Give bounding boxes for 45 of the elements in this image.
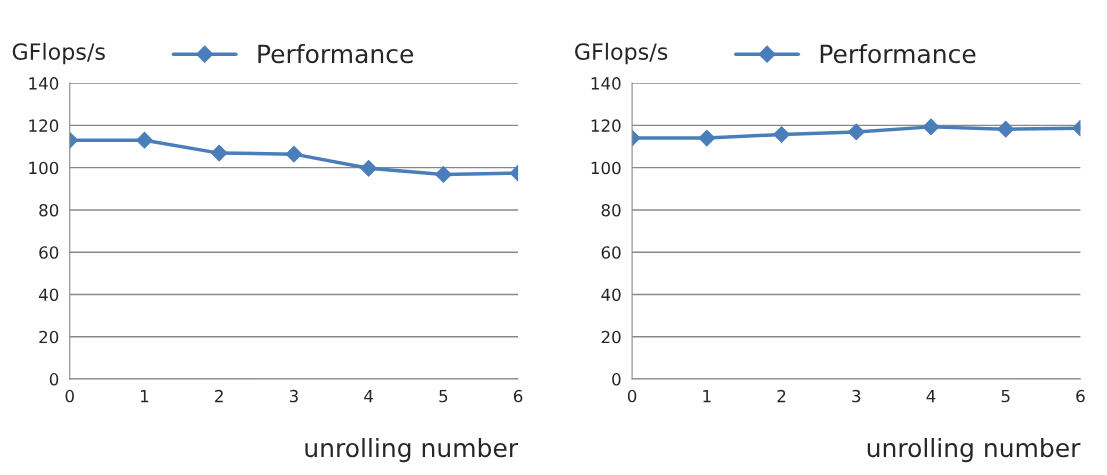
x-tick-label: 6 (513, 389, 523, 403)
x-tick-label: 5 (439, 389, 448, 403)
y-tick-label: 100 (29, 161, 59, 175)
point (136, 131, 153, 149)
y-tick-label: 80 (601, 203, 621, 217)
y-tick-label: 40 (38, 288, 59, 302)
x-tick-label: 2 (777, 389, 786, 403)
x-tick-label: 1 (703, 389, 711, 403)
x-axis-title: unrolling number (305, 437, 519, 463)
point (434, 166, 452, 183)
y-tick-label: 120 (29, 119, 59, 132)
x-tick-label: 5 (1001, 389, 1010, 403)
y-tick-label: 80 (39, 203, 59, 217)
point (922, 118, 940, 136)
y-tick-label: 60 (601, 246, 621, 259)
point (210, 144, 228, 162)
y-tick-label: 140 (591, 77, 621, 90)
x-tick-label: 4 (926, 389, 936, 403)
point (285, 145, 303, 163)
legend-label: Performance (258, 43, 414, 64)
y-tick-label: 0 (612, 373, 621, 386)
x-tick-label: 6 (1076, 389, 1085, 403)
x-axis-title: unrolling number (867, 437, 1081, 463)
y-tick-label: 100 (591, 161, 621, 175)
y-tick-label: 140 (29, 77, 59, 90)
legend-label: Performance (820, 43, 976, 64)
y-tick-label: 20 (601, 330, 621, 344)
point (698, 129, 716, 147)
x-tick-label: 3 (289, 389, 298, 403)
x-tick-label: 3 (852, 389, 861, 403)
y-axis-title: GFlops/s (12, 42, 105, 65)
x-tick-label: 0 (65, 389, 74, 403)
point (360, 159, 378, 177)
y-tick-label: 60 (39, 246, 59, 259)
y-tick-label: 40 (601, 288, 621, 302)
x-tick-label: 4 (364, 389, 373, 403)
y-axis-title: GFlops/s (575, 42, 668, 65)
x-tick-label: 0 (627, 389, 637, 403)
point (773, 126, 790, 143)
x-tick-label: 1 (140, 389, 149, 403)
x-tick-label: 2 (215, 389, 223, 403)
y-tick-label: 0 (49, 373, 59, 386)
y-tick-label: 120 (591, 119, 621, 132)
point (847, 123, 865, 141)
y-tick-label: 20 (39, 330, 59, 344)
